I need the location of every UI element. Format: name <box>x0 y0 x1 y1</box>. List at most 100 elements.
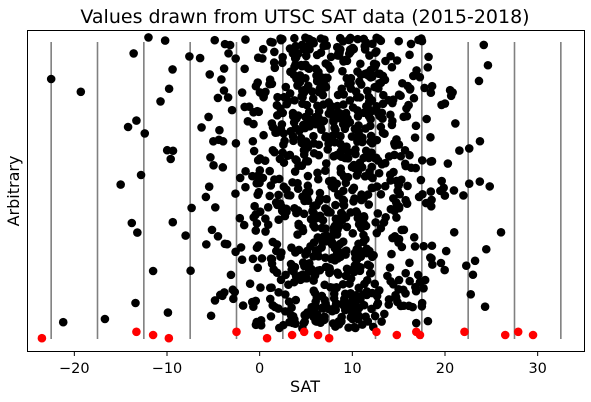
x-tick-label: −10 <box>152 361 183 377</box>
data-point <box>344 173 353 182</box>
data-point <box>294 220 303 229</box>
data-point <box>315 151 324 160</box>
data-point <box>336 34 345 43</box>
data-point <box>116 180 125 189</box>
data-point <box>165 84 174 93</box>
data-point <box>290 34 299 43</box>
data-point <box>289 132 298 141</box>
data-point <box>236 174 245 183</box>
highlighted-point <box>514 328 523 337</box>
data-point <box>450 228 459 237</box>
data-point <box>331 201 340 210</box>
data-point <box>220 288 229 297</box>
data-point <box>426 253 435 262</box>
data-point <box>446 86 455 95</box>
data-point <box>450 186 459 195</box>
data-point <box>348 163 357 172</box>
data-point <box>168 65 177 74</box>
data-point <box>207 311 216 320</box>
data-point <box>345 49 354 58</box>
data-point <box>253 219 262 228</box>
data-point <box>333 300 342 309</box>
data-point <box>211 203 220 212</box>
data-point <box>363 87 372 96</box>
data-point <box>418 156 427 165</box>
x-tick-label: 20 <box>436 361 454 377</box>
data-point <box>410 94 419 103</box>
highlighted-point <box>501 331 510 340</box>
data-point <box>412 122 421 131</box>
data-point <box>392 213 401 222</box>
data-point <box>419 242 428 251</box>
data-point <box>314 246 323 255</box>
data-point <box>380 218 389 227</box>
data-point <box>238 255 247 264</box>
plot-area <box>38 33 561 342</box>
data-point <box>205 70 214 79</box>
data-point <box>330 124 339 133</box>
data-point <box>101 315 110 324</box>
data-point <box>353 67 362 76</box>
x-tick-label: 0 <box>255 361 264 377</box>
data-point <box>291 42 300 51</box>
data-point <box>215 126 224 135</box>
highlighted-point <box>232 328 241 337</box>
data-point <box>395 202 404 211</box>
data-point <box>412 66 421 75</box>
data-point <box>338 67 347 76</box>
data-point <box>127 219 136 228</box>
data-point <box>380 310 389 319</box>
data-point <box>318 85 327 94</box>
data-point <box>273 240 282 249</box>
data-point <box>284 191 293 200</box>
data-point <box>309 221 318 230</box>
data-point <box>224 49 233 58</box>
x-tick-label: 30 <box>528 361 546 377</box>
data-point <box>360 301 369 310</box>
data-points <box>47 33 505 333</box>
data-point <box>405 259 414 268</box>
data-point <box>354 284 363 293</box>
data-point <box>346 96 355 105</box>
data-point <box>228 106 237 115</box>
data-point <box>471 256 480 265</box>
data-point <box>331 256 340 265</box>
data-point <box>393 298 402 307</box>
data-point <box>271 128 280 137</box>
data-point <box>258 54 267 63</box>
data-point <box>320 232 329 241</box>
data-point <box>310 238 319 247</box>
data-point <box>211 296 220 305</box>
data-point <box>209 161 218 170</box>
data-point <box>476 137 485 146</box>
data-point <box>309 132 318 141</box>
data-point <box>278 148 287 157</box>
data-point <box>265 167 274 176</box>
data-point <box>359 194 368 203</box>
data-point <box>426 133 435 142</box>
data-point <box>396 91 405 100</box>
data-point <box>231 54 240 63</box>
data-point <box>390 139 399 148</box>
data-point <box>350 292 359 301</box>
data-point <box>254 241 263 250</box>
data-point <box>469 270 478 279</box>
data-point <box>280 158 289 167</box>
data-point <box>270 48 279 57</box>
data-point <box>238 88 247 97</box>
data-point <box>372 47 381 56</box>
data-point <box>335 320 344 329</box>
data-point <box>219 163 228 172</box>
data-point <box>350 267 359 276</box>
data-point <box>356 93 365 102</box>
data-point <box>442 247 451 256</box>
data-point <box>407 40 416 49</box>
data-point <box>383 272 392 281</box>
data-point <box>343 223 352 232</box>
data-point <box>249 255 258 264</box>
highlighted-point <box>314 331 323 340</box>
data-point <box>241 183 250 192</box>
data-point <box>370 280 379 289</box>
data-point <box>385 152 394 161</box>
data-point <box>132 116 141 125</box>
